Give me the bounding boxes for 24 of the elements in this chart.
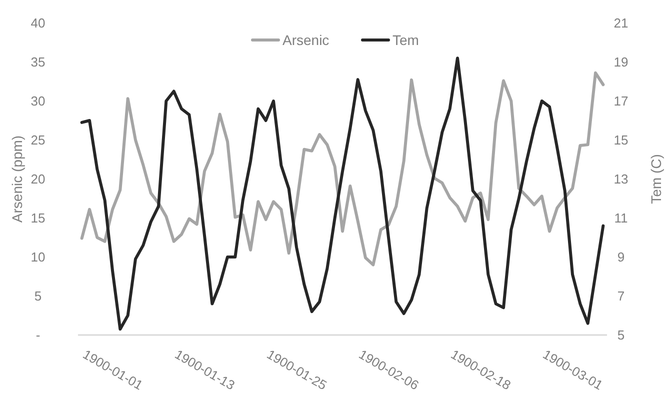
y-axis-title: Arsenic (ppm) (9, 135, 25, 223)
legend-label: Arsenic (282, 32, 330, 48)
y-tick-label: 10 (30, 250, 46, 265)
y-tick-label: 35 (30, 54, 46, 70)
y-tick-label: 20 (30, 172, 46, 187)
y2-tick-label: 5 (617, 328, 625, 343)
y2-tick-label: 19 (614, 54, 628, 70)
line-series (80, 56, 605, 331)
y2-tick-label: 17 (614, 94, 628, 109)
y2-tick-label: 21 (614, 16, 628, 31)
y-tick-label: 30 (30, 94, 46, 109)
y2-tick-label: 13 (614, 172, 628, 187)
y-tick-label: 15 (30, 210, 46, 226)
y-tick-label: 40 (30, 16, 46, 31)
y-tick-label: 25 (30, 132, 46, 148)
y2-tick-label: 11 (614, 210, 628, 226)
y2-tick-label: 15 (614, 132, 628, 148)
line-series (80, 71, 605, 266)
y2-tick-label: 9 (617, 250, 625, 265)
y-tick-label: - (36, 328, 40, 343)
y2-axis-title: Tem (C) (648, 154, 664, 204)
legend-label: Tem (392, 32, 419, 48)
y2-tick-label: 7 (617, 288, 625, 304)
y-tick-label: 5 (34, 288, 42, 304)
